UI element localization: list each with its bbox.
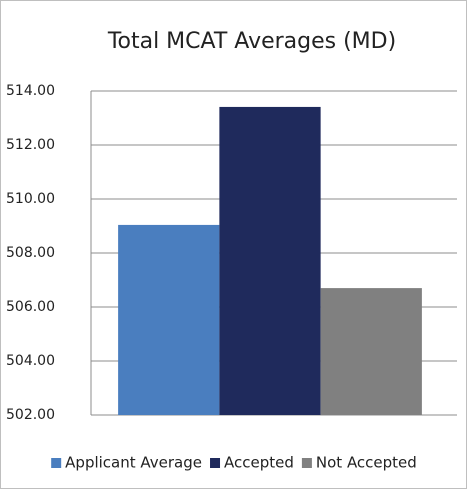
legend-label: Applicant Average	[65, 454, 202, 472]
y-tick-label: 510.00	[6, 191, 55, 207]
legend-swatch	[210, 458, 221, 468]
bar	[320, 288, 422, 415]
y-tick-label: 502.00	[6, 407, 55, 423]
legend-label: Accepted	[224, 454, 294, 472]
legend-swatch	[51, 458, 62, 468]
y-tick-label: 508.00	[6, 245, 55, 261]
y-tick-label: 512.00	[6, 137, 55, 153]
legend-swatch	[301, 458, 312, 468]
y-tick-label: 504.00	[6, 353, 55, 369]
y-tick-label: 506.00	[6, 299, 55, 315]
legend-label: Not Accepted	[316, 454, 417, 472]
chart-title: Total MCAT Averages (MD)	[107, 29, 396, 54]
bar	[219, 106, 321, 416]
bar	[118, 224, 220, 415]
y-tick-label: 514.00	[6, 83, 55, 99]
